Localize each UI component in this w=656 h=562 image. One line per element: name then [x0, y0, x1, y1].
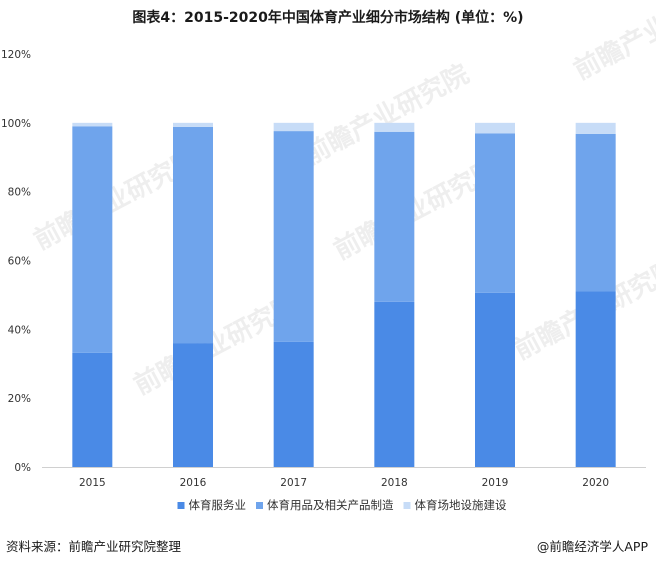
legend-label: 体育用品及相关产品制造 [267, 498, 394, 512]
source-note: 资料来源：前瞻产业研究院整理 [6, 539, 182, 554]
brand-note: @前瞻经济学人APP [537, 536, 648, 555]
legend-swatch [177, 502, 185, 509]
y-tick-label: 40% [8, 324, 31, 336]
y-tick-label: 0% [14, 462, 31, 474]
y-tick-label: 60% [8, 256, 31, 268]
bar-segment [575, 122, 616, 134]
bar-segment [475, 122, 515, 134]
x-tick-label: 2016 [180, 477, 207, 489]
x-axis: 2015 2016 2017 2018 2019 2020 [42, 467, 646, 489]
bar-segment [374, 131, 415, 302]
bar-segment [475, 292, 515, 467]
chart-title: 图表4：2015-2020年中国体育产业细分市场结构 (单位：%) [132, 10, 524, 26]
legend-swatch [256, 502, 263, 509]
bars-layer [72, 122, 616, 467]
bar-segment [374, 122, 415, 132]
bar-segment [72, 126, 113, 353]
bar-segment [72, 122, 113, 127]
bar-segment [273, 341, 314, 467]
brand-text: @前瞻经济学人APP [536, 539, 648, 554]
bar-segment [173, 126, 213, 344]
watermark-text: 前瞻产业研究院 [569, 0, 656, 86]
watermark-layer: 前瞻产业研究院前瞻产业研究院前瞻产业研究院前瞻产业研究院前瞻产业研究院前瞻产业研… [29, 0, 656, 401]
bar-segment [273, 122, 314, 132]
y-tick-label: 20% [8, 393, 31, 405]
bar-segment [475, 133, 515, 293]
x-tick-label: 2020 [582, 477, 609, 489]
bar-segment [575, 133, 616, 292]
bar-segment [273, 131, 314, 342]
bar-segment [575, 291, 616, 467]
y-axis: 0% 20% 40% 60% 80% 100% 120% [1, 49, 31, 474]
y-tick-label: 80% [8, 187, 31, 199]
x-tick-label: 2017 [280, 477, 307, 489]
legend-label: 体育场地设施建设 [415, 498, 507, 512]
y-tick-label: 120% [1, 49, 31, 61]
bar-segment [72, 352, 113, 467]
legend-swatch [403, 502, 411, 509]
x-tick-label: 2019 [482, 477, 509, 489]
y-tick-label: 100% [1, 118, 31, 130]
bar-segment [173, 343, 213, 467]
bar-segment [374, 301, 415, 467]
bar-segment [173, 122, 213, 127]
x-tick-label: 2015 [79, 477, 106, 489]
legend-label: 体育服务业 [189, 498, 247, 512]
x-tick-label: 2018 [381, 477, 408, 489]
legend: 体育服务业 体育用品及相关产品制造 体育场地设施建设 [177, 498, 507, 512]
